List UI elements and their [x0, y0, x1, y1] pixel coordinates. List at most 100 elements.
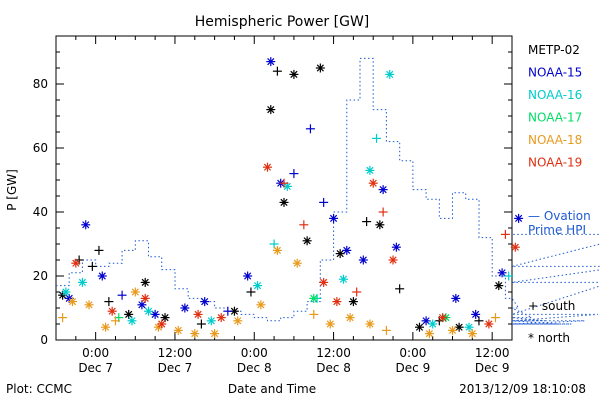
data-point — [97, 271, 107, 281]
point-stroke — [144, 307, 153, 315]
point-stroke — [131, 288, 139, 296]
data-point — [266, 105, 276, 115]
x-tick-label-time: 0:00 — [399, 346, 426, 360]
data-point — [391, 242, 401, 252]
data-point — [144, 306, 154, 316]
legend-entry: NOAA-19 — [528, 156, 582, 170]
data-point — [117, 290, 127, 300]
point-stroke — [141, 294, 149, 303]
data-point — [110, 316, 120, 326]
point-stroke — [273, 246, 281, 255]
data-point — [345, 313, 355, 323]
data-point — [140, 293, 150, 303]
x-axis-label: Date and Time — [228, 382, 316, 396]
data-point — [190, 329, 200, 339]
point-stroke — [333, 297, 341, 306]
legend-entry: NOAA-16 — [528, 88, 582, 102]
data-point — [448, 325, 458, 335]
data-point — [216, 313, 226, 323]
point-stroke — [465, 323, 473, 331]
data-point — [229, 306, 239, 316]
point-stroke — [369, 179, 377, 187]
data-point — [157, 319, 167, 329]
point-stroke — [158, 320, 166, 328]
data-point — [484, 319, 494, 329]
point-stroke — [128, 317, 136, 325]
data-point — [438, 313, 448, 323]
point-stroke — [78, 278, 87, 287]
series-metp-02 — [58, 63, 504, 332]
data-point — [210, 329, 220, 339]
data-point — [243, 271, 253, 281]
data-point — [348, 297, 358, 307]
data-point — [358, 255, 368, 265]
point-stroke — [366, 320, 374, 328]
data-point — [388, 255, 398, 265]
data-point — [467, 329, 477, 339]
point-stroke — [320, 278, 328, 287]
data-point — [309, 293, 319, 303]
data-point — [378, 207, 388, 217]
data-point — [338, 274, 348, 284]
data-point — [272, 66, 282, 76]
legend-ovation-line2: Prime HPI — [528, 223, 586, 237]
point-stroke — [290, 70, 298, 79]
point-stroke — [201, 297, 209, 306]
point-stroke — [495, 281, 503, 290]
point-stroke — [439, 313, 447, 322]
x-tick-label-date: Dec 7 — [78, 361, 113, 375]
point-stroke — [230, 307, 239, 315]
data-point — [262, 162, 272, 172]
data-point — [325, 319, 335, 329]
plot-credit: Plot: CCMC — [6, 382, 72, 396]
point-stroke — [141, 278, 149, 287]
point-stroke — [125, 310, 133, 319]
data-point — [68, 297, 78, 307]
point-stroke — [207, 317, 215, 325]
point-stroke — [72, 259, 80, 267]
data-point — [94, 245, 104, 255]
data-point — [471, 309, 481, 319]
data-point — [424, 329, 434, 339]
timestamp: 2013/12/09 18:10:08 — [459, 382, 586, 396]
data-point — [71, 258, 81, 268]
point-stroke — [316, 64, 324, 72]
point-stroke — [82, 221, 90, 229]
data-point — [299, 220, 309, 230]
point-stroke — [267, 105, 275, 114]
data-point — [372, 133, 382, 143]
point-stroke — [429, 320, 437, 328]
point-stroke — [448, 326, 457, 335]
data-point — [253, 281, 263, 291]
data-point — [494, 281, 504, 291]
point-stroke — [280, 198, 288, 207]
y-tick-label: 20 — [33, 269, 48, 283]
data-point — [101, 322, 111, 332]
x-tick-label-date: Dec 8 — [237, 361, 272, 375]
point-stroke — [181, 304, 189, 312]
data-point — [500, 229, 510, 239]
point-stroke — [468, 329, 476, 338]
point-stroke — [211, 329, 219, 338]
data-point — [332, 297, 342, 307]
point-stroke — [101, 323, 110, 331]
data-point — [421, 316, 431, 326]
x-tick-label-date: Dec 8 — [316, 361, 351, 375]
data-point — [289, 69, 299, 79]
chart-title: Hemispheric Power [GW] — [195, 14, 370, 30]
point-stroke — [455, 323, 463, 331]
point-stroke — [267, 57, 275, 66]
point-stroke — [310, 294, 318, 303]
data-point — [289, 169, 299, 179]
data-point — [395, 284, 405, 294]
series-noaa-18 — [58, 245, 500, 339]
point-stroke — [376, 221, 384, 229]
data-point — [365, 319, 375, 329]
data-point — [414, 322, 424, 332]
data-point — [428, 319, 438, 329]
data-point — [160, 313, 170, 323]
data-point — [497, 268, 507, 278]
point-stroke — [511, 243, 519, 251]
point-stroke — [485, 320, 493, 328]
